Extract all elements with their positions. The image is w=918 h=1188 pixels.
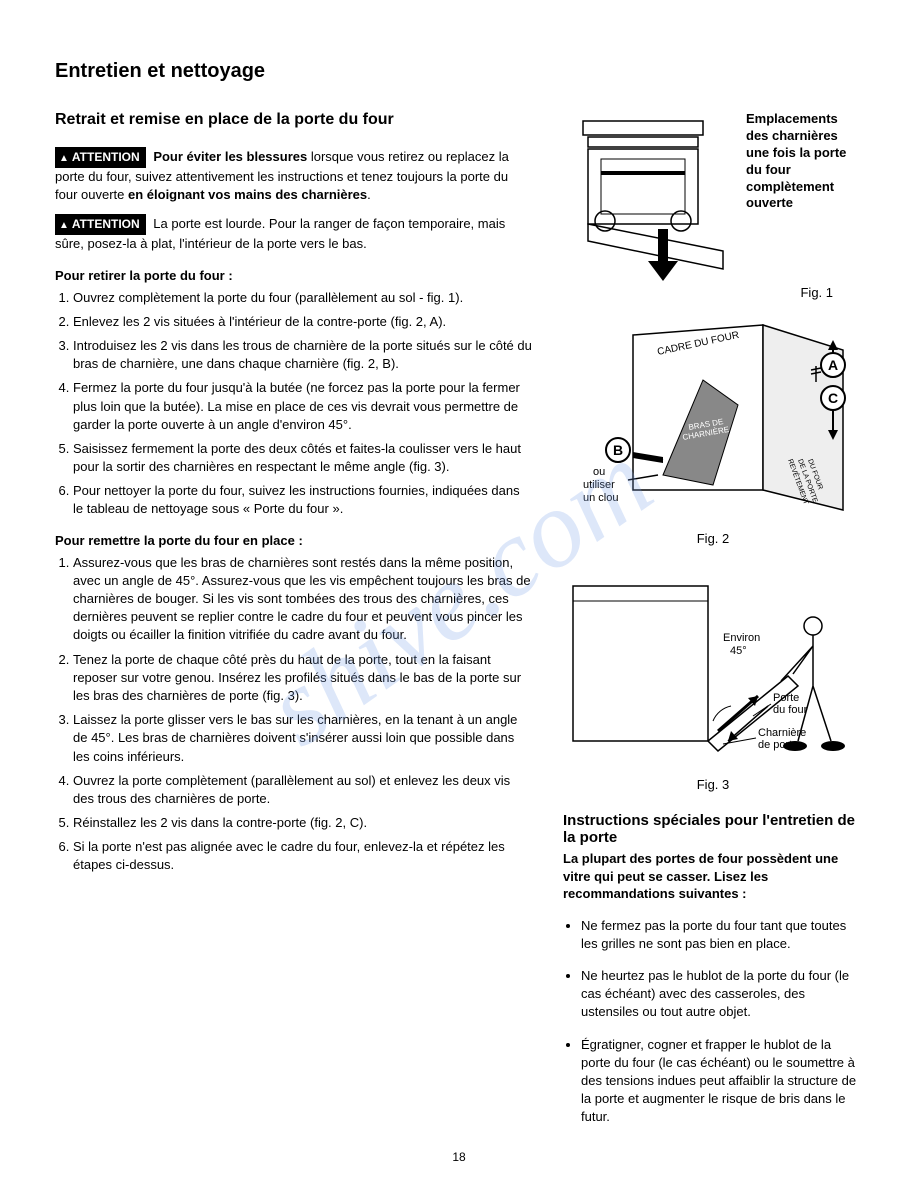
list-item: Ne heurtez pas le hublot de la porte du … <box>581 967 863 1022</box>
figure-1: Emplacements des charnières une fois la … <box>563 111 863 300</box>
svg-text:du four: du four <box>773 704 808 716</box>
oven-diagram-icon <box>563 111 738 291</box>
list-item: Enlevez les 2 vis situées à l'intérieur … <box>73 313 533 331</box>
section-heading: Retrait et remise en place de la porte d… <box>55 111 533 129</box>
svg-text:A: A <box>828 357 838 373</box>
hinge-detail-icon: CADRE DU FOUR BRAS DE CHARNIÈRE B ou uti… <box>563 320 863 520</box>
replace-steps-list: Assurez-vous que les bras de charnières … <box>55 554 533 875</box>
special-instructions-list: Ne fermez pas la porte du four tant que … <box>563 917 863 1127</box>
svg-text:ou: ou <box>593 466 605 478</box>
list-item: Réinstallez les 2 vis dans la contre-por… <box>73 814 533 832</box>
door-removal-icon: Environ 45° Porte du four Charnière de p… <box>563 566 863 766</box>
warn1-bold-a: Pour éviter les blessures <box>153 149 307 164</box>
fig1-side-label: Emplacements des charnières une fois la … <box>746 111 861 212</box>
warning-paragraph-2: ATTENTION La porte est lourde. Pour la r… <box>55 214 533 253</box>
list-item: Ouvrez complètement la porte du four (pa… <box>73 289 533 307</box>
list-item: Tenez la porte de chaque côté près du ha… <box>73 651 533 706</box>
special-instructions-sub: La plupart des portes de four possèdent … <box>563 850 863 903</box>
svg-text:de porte: de porte <box>758 739 798 751</box>
list-item: Saisissez fermement la porte des deux cô… <box>73 440 533 476</box>
list-item: Ouvrez la porte complètement (parallèlem… <box>73 772 533 808</box>
special-instructions-heading: Instructions spéciales pour l'entretien … <box>563 812 863 846</box>
warn1-text-d: . <box>367 187 371 202</box>
warning-paragraph-1: ATTENTION Pour éviter les blessures lors… <box>55 147 533 204</box>
remove-steps-list: Ouvrez complètement la porte du four (pa… <box>55 289 533 519</box>
svg-text:Porte: Porte <box>773 692 799 704</box>
svg-text:un clou: un clou <box>583 492 618 504</box>
list-item: Introduisez les 2 vis dans les trous de … <box>73 337 533 373</box>
list-item: Fermez la porte du four jusqu'à la butée… <box>73 379 533 434</box>
svg-text:45°: 45° <box>730 645 747 657</box>
svg-text:B: B <box>613 442 623 458</box>
list-item: Égratigner, cogner et frapper le hublot … <box>581 1036 863 1127</box>
remove-heading: Pour retirer la porte du four : <box>55 268 533 283</box>
left-column: Retrait et remise en place de la porte d… <box>55 111 533 1141</box>
fig3-caption: Fig. 3 <box>563 777 863 792</box>
svg-text:Charnière: Charnière <box>758 727 806 739</box>
list-item: Laissez la porte glisser vers le bas sur… <box>73 711 533 766</box>
figure-3: Environ 45° Porte du four Charnière de p… <box>563 566 863 792</box>
svg-text:C: C <box>828 390 838 406</box>
attention-badge: ATTENTION <box>55 214 146 235</box>
page-number: 18 <box>0 1150 918 1164</box>
two-column-layout: Retrait et remise en place de la porte d… <box>55 111 863 1141</box>
attention-badge: ATTENTION <box>55 147 146 168</box>
fig2-caption: Fig. 2 <box>563 531 863 546</box>
page-title: Entretien et nettoyage <box>55 60 863 83</box>
document-page: shive.com Entretien et nettoyage Retrait… <box>0 0 918 1188</box>
list-item: Si la porte n'est pas alignée avec le ca… <box>73 838 533 874</box>
right-column: Emplacements des charnières une fois la … <box>563 111 863 1141</box>
svg-text:utiliser: utiliser <box>583 479 615 491</box>
list-item: Assurez-vous que les bras de charnières … <box>73 554 533 645</box>
replace-heading: Pour remettre la porte du four en place … <box>55 533 533 548</box>
warn1-bold-c: en éloignant vos mains des charnières <box>128 187 367 202</box>
figure-2: CADRE DU FOUR BRAS DE CHARNIÈRE B ou uti… <box>563 320 863 546</box>
list-item: Pour nettoyer la porte du four, suivez l… <box>73 482 533 518</box>
list-item: Ne fermez pas la porte du four tant que … <box>581 917 863 953</box>
svg-text:Environ: Environ <box>723 632 760 644</box>
